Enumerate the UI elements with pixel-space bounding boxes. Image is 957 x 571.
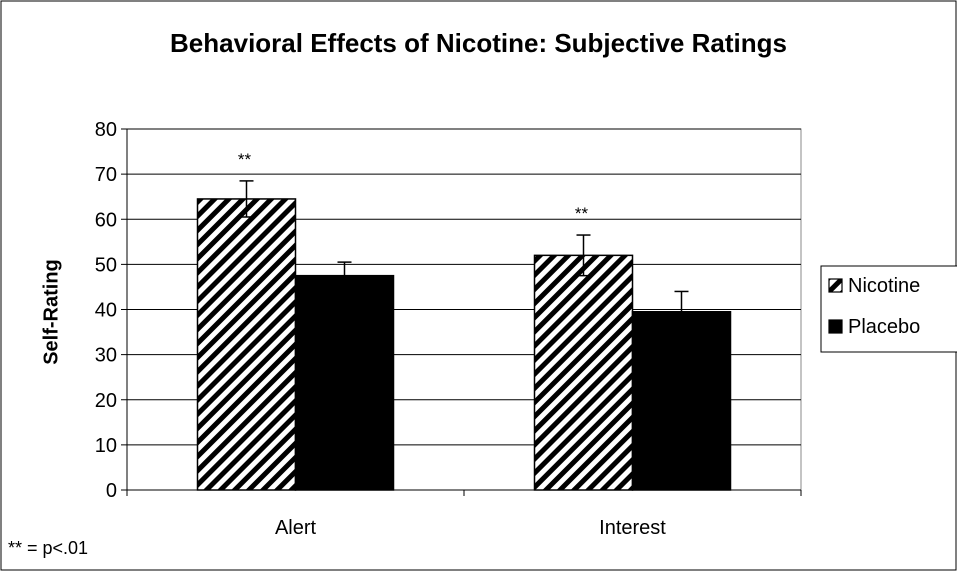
y-tick-label: 10 [95,435,117,457]
bars: ** ** [196,150,732,491]
significance-marker: ** [238,150,252,169]
legend: Nicotine Placebo [820,265,957,353]
x-tick-label: Interest [599,517,666,539]
y-tick-label: 60 [95,209,117,231]
chart-title: Behavioral Effects of Nicotine: Subjecti… [170,28,787,58]
y-tick-label: 30 [95,345,117,367]
bar-nicotine-alert [196,198,297,491]
bar-placebo-interest [631,311,732,491]
axes: 0 10 20 30 40 50 60 70 80 Alert Interest [95,119,802,539]
legend-swatch-nicotine [828,278,843,293]
legend-label-placebo: Placebo [848,316,920,338]
legend-swatch-placebo [828,319,843,334]
y-tick-label: 40 [95,300,117,322]
y-tick-label: 20 [95,390,117,412]
bar-nicotine-interest [533,254,634,491]
y-tick-label: 0 [106,480,117,502]
legend-box [820,265,957,353]
significance-marker: ** [575,204,589,223]
legend-label-nicotine: Nicotine [848,275,920,297]
significance-footnote: ** = p<.01 [8,538,89,558]
y-tick-label: 80 [95,119,117,141]
x-tick-label: Alert [275,517,317,539]
bar-placebo-alert [294,274,395,491]
y-tick-label: 50 [95,254,117,276]
y-tick-label: 70 [95,164,117,186]
